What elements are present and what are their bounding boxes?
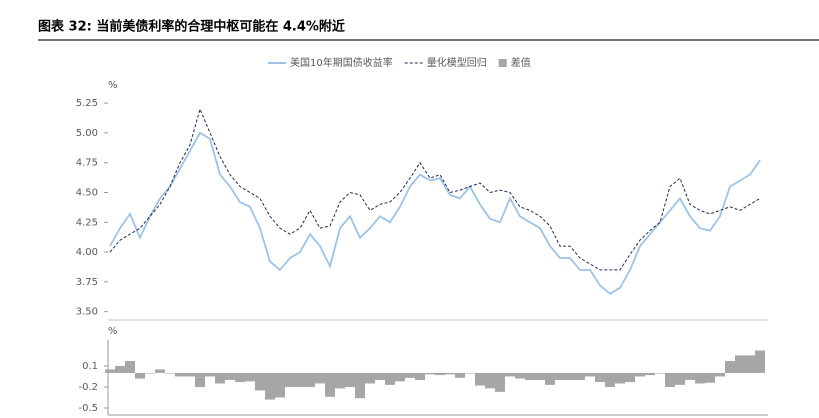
legend-label: 量化模型回归 [427,56,487,69]
y-tick-label: 4.75 [76,158,98,169]
y-tick-label: -0.2 [78,382,98,393]
bar [555,372,565,380]
bar [255,372,265,391]
bar [265,372,275,400]
bar [195,372,205,387]
bar [315,372,325,384]
legend-swatch [498,59,507,67]
bar [695,372,705,384]
bar [515,372,525,379]
bar [135,372,145,379]
bar [245,372,255,382]
bar [405,372,415,378]
bar [105,369,115,373]
bar [625,372,635,383]
bar [375,372,385,380]
bar [685,372,695,380]
bar [145,372,155,374]
bar [465,372,475,374]
y-axis-label: % [108,80,118,91]
bar [435,372,445,376]
bar [175,372,185,377]
bar [305,372,315,387]
y-axis-label: % [108,326,118,337]
bar [735,355,745,373]
bar [335,372,345,389]
bar [445,372,455,375]
bar [535,372,545,380]
bar [365,372,375,384]
legend-label: 美国10年期国债收益率 [290,56,393,69]
bar [395,372,405,382]
bar [745,355,755,373]
bar [475,372,485,386]
bar [665,372,675,387]
bar [205,372,215,377]
bar [455,372,465,378]
bar [655,372,665,374]
bar [575,372,585,380]
bar [295,372,305,387]
line-series [109,107,761,271]
y-tick-label: 3.50 [76,307,98,318]
bar [585,372,595,377]
bar [605,372,615,387]
bar [225,372,235,380]
bar [285,372,295,387]
y-tick-label: 4.00 [76,247,98,258]
bar [115,365,125,373]
bar [415,372,425,380]
bar [155,369,165,373]
y-tick-label: 3.75 [76,277,98,288]
y-tick-label: 0.1 [82,361,98,372]
bar [425,372,435,375]
bar [645,372,655,376]
line-series [109,131,761,295]
bar [495,372,505,392]
y-tick-label: 5.25 [76,98,98,109]
bar [705,372,715,383]
bar [275,372,285,398]
bar [545,372,555,385]
bar [635,372,645,377]
bar [125,361,135,373]
legend-label: 差值 [511,56,531,69]
bar [345,372,355,387]
chart-title: 图表 32: 当前美债利率的合理中枢可能在 4.4%附近 [38,19,345,35]
bar [755,350,765,373]
y-tick-label: 4.25 [76,217,98,228]
y-tick-label: 4.50 [76,187,98,198]
bar [715,372,725,377]
bar [385,372,395,385]
bar [185,372,195,377]
bar [325,372,335,397]
bar [595,372,605,383]
bar [505,372,515,377]
bar [565,372,575,380]
bar [215,372,225,384]
bar [615,372,625,384]
bar [355,372,365,399]
bar [525,372,535,380]
y-tick-label: 5.00 [76,128,98,139]
y-tick-label: -0.5 [78,403,98,414]
bar [675,372,685,385]
bar [165,372,175,374]
bar [235,372,245,383]
bar [485,372,495,389]
bar [725,361,735,373]
